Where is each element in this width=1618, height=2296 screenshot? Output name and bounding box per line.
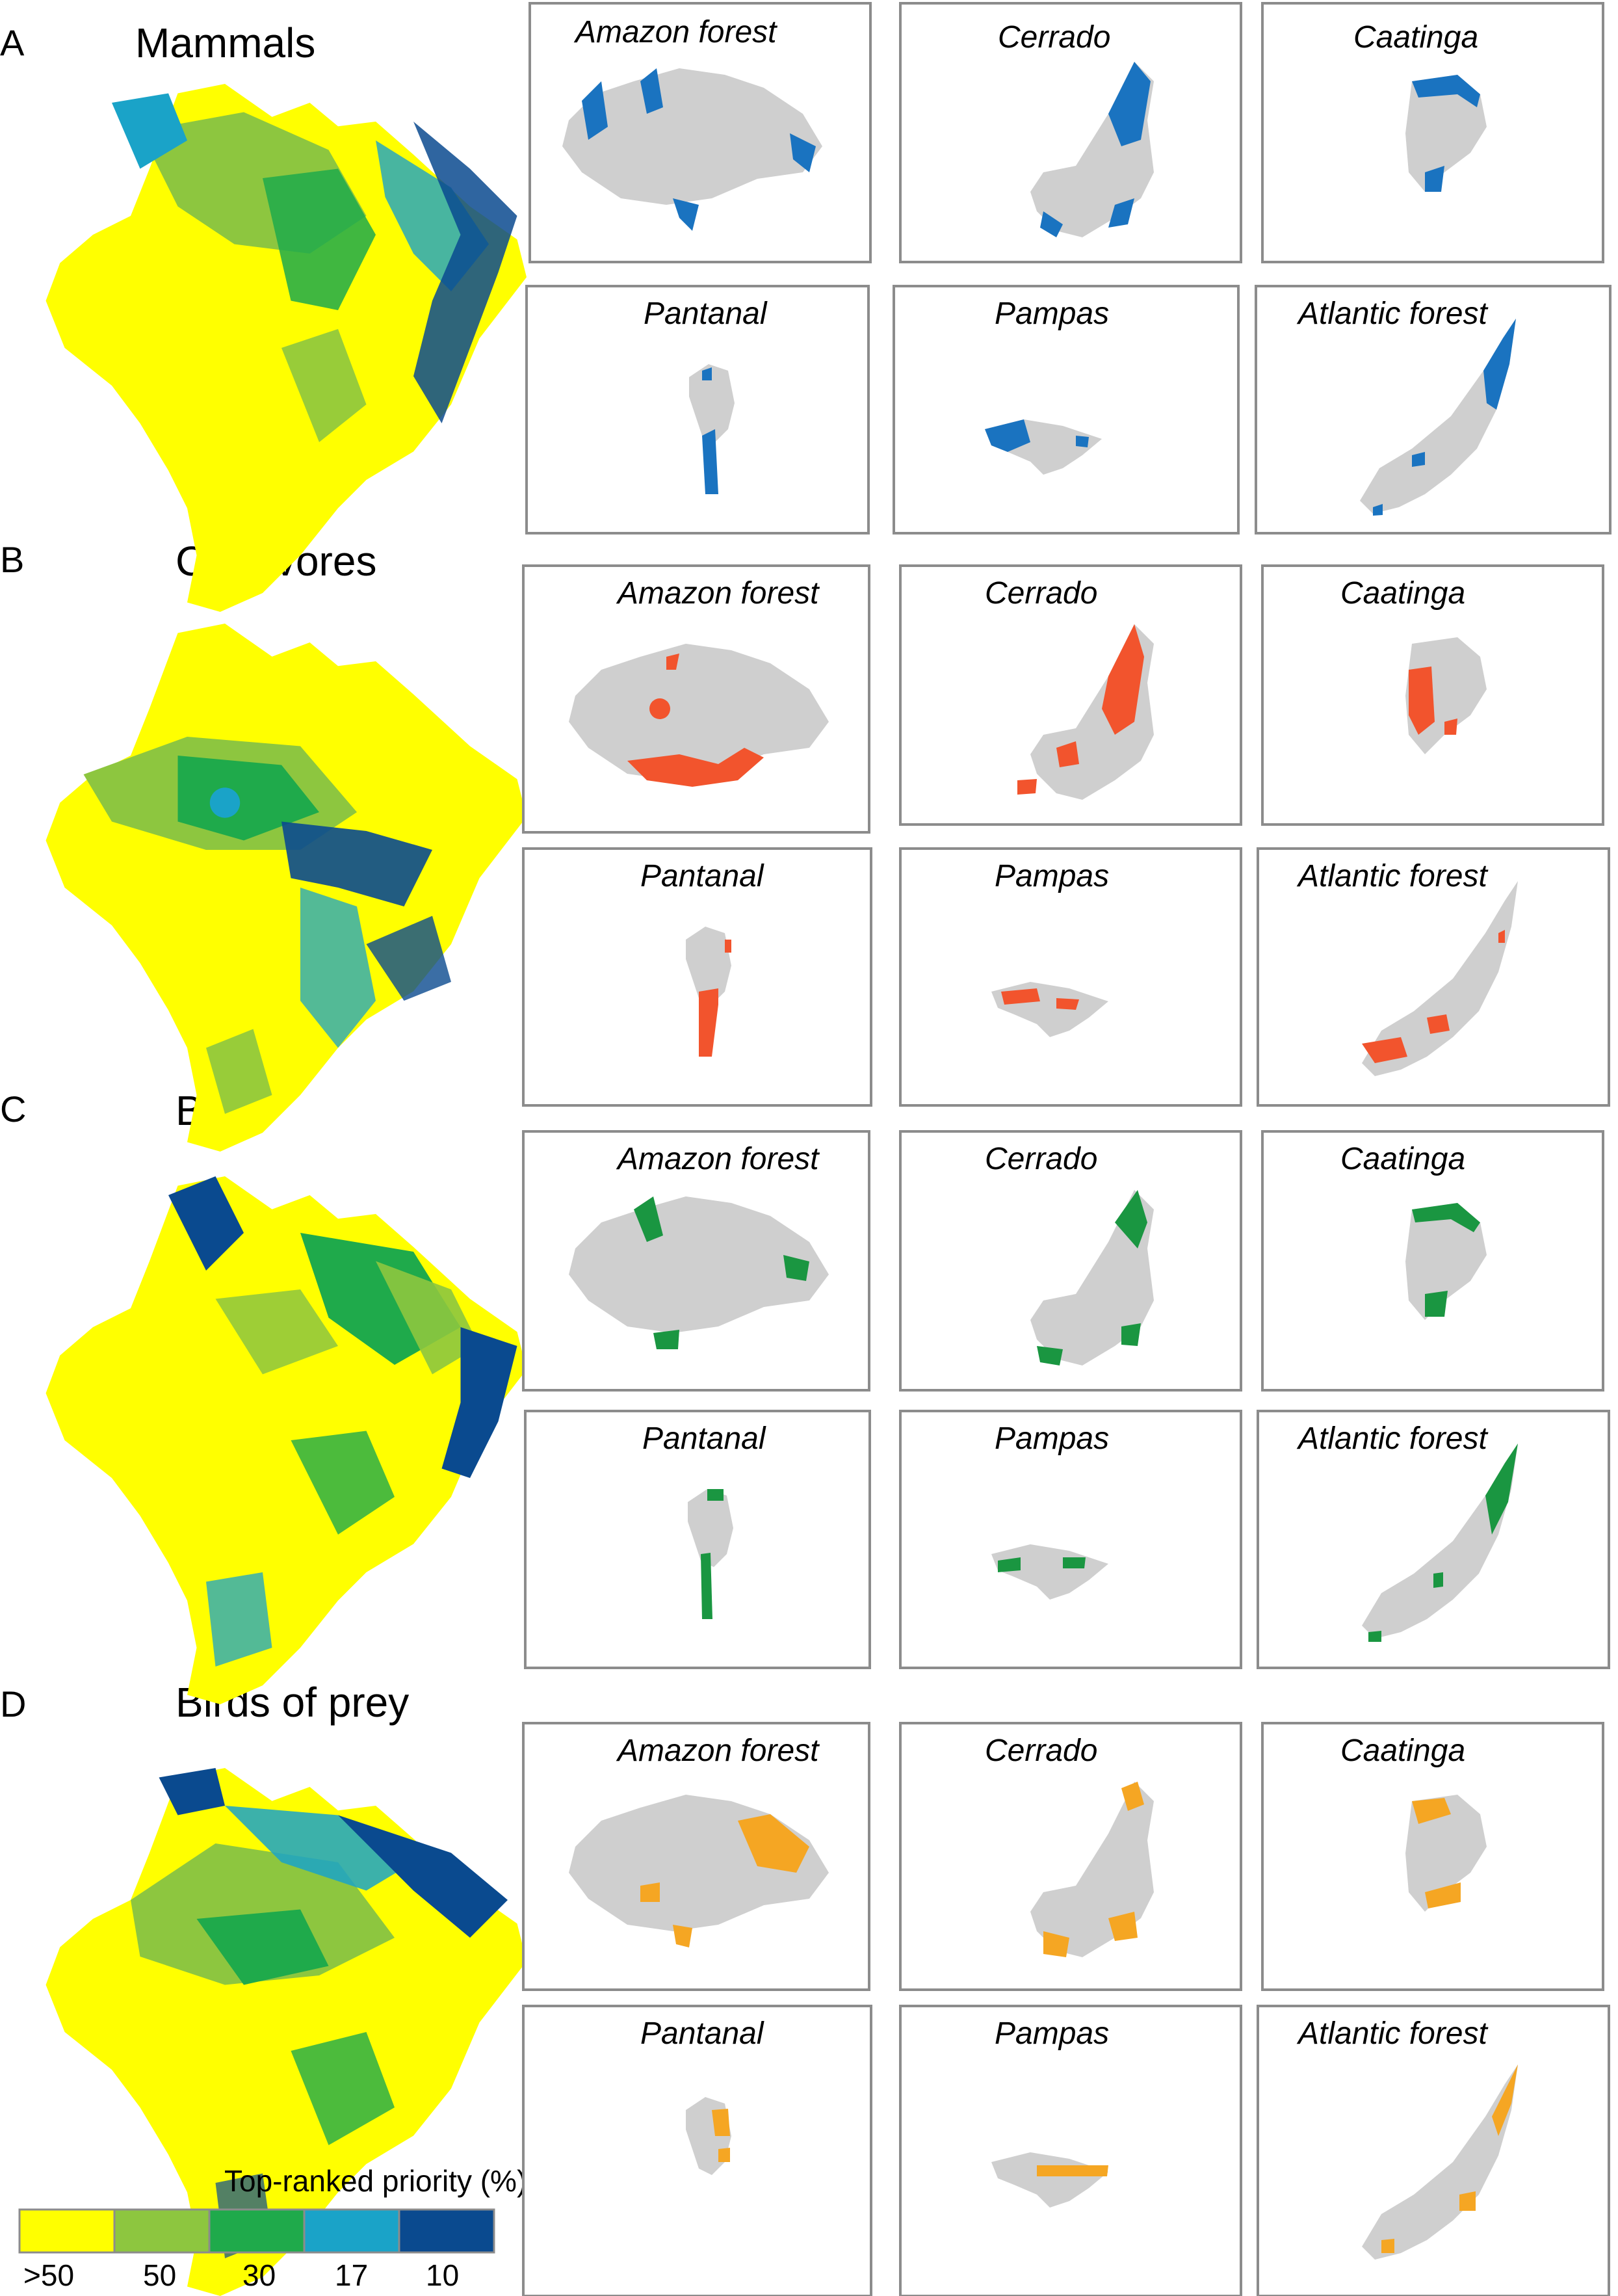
panel-a-amazon: Amazon forest <box>528 2 872 263</box>
panel-b-amazon-label: Amazon forest <box>616 576 820 611</box>
panel-d-caatinga-label: Caatinga <box>1340 1734 1465 1768</box>
panel-b-caatinga: Caatinga <box>1261 564 1604 826</box>
panel-d-amazon-label: Amazon forest <box>616 1734 820 1768</box>
legend-swatch-50 <box>113 2208 211 2254</box>
panel-c-pantanal-label: Pantanal <box>642 1421 766 1456</box>
legend-swatch-17 <box>303 2208 400 2254</box>
group-a-header: A Mammals <box>0 20 315 66</box>
panel-c-pantanal: Pantanal <box>524 1410 871 1669</box>
legend-label-30: 30 <box>242 2258 276 2292</box>
panel-a-cerrado: Cerrado <box>899 2 1242 263</box>
panel-d-cerrado: Cerrado <box>899 1722 1242 1991</box>
group-b-header: B Carnivores <box>0 538 376 585</box>
panel-b-amazon: Amazon forest <box>522 564 870 834</box>
legend-label-gt50: >50 <box>23 2258 74 2292</box>
brazil-map-carnivores <box>46 624 527 1152</box>
panel-c-atlantic: Atlantic forest <box>1257 1410 1610 1669</box>
panel-b-caatinga-label: Caatinga <box>1340 576 1465 611</box>
panel-d-amazon: Amazon forest <box>522 1722 870 1991</box>
panel-a-atlantic: Atlantic forest <box>1255 285 1611 534</box>
legend-swatch-10 <box>398 2208 495 2254</box>
panel-b-pampas: Pampas <box>899 847 1242 1107</box>
panel-d-atlantic-label: Atlantic forest <box>1296 2016 1488 2051</box>
group-d-letter: D <box>0 1683 26 1724</box>
panel-a-pampas: Pampas <box>893 285 1240 534</box>
panel-c-caatinga: Caatinga <box>1261 1130 1604 1392</box>
panel-c-cerrado: Cerrado <box>899 1130 1242 1392</box>
group-a-letter: A <box>0 22 25 63</box>
legend: Top-ranked priority (%) >50 50 30 17 10 <box>18 2164 527 2292</box>
panel-b-pantanal-label: Pantanal <box>640 859 764 893</box>
panel-a-pantanal-label: Pantanal <box>644 297 768 331</box>
panel-d-pantanal: Pantanal <box>522 2005 872 2296</box>
group-c-letter: C <box>0 1089 26 1129</box>
panel-b-pampas-label: Pampas <box>995 859 1109 893</box>
brazil-map-birds <box>46 1176 527 1704</box>
panel-a-cerrado-label: Cerrado <box>998 20 1110 55</box>
panel-a-pampas-label: Pampas <box>995 297 1109 331</box>
panel-b-cerrado-label: Cerrado <box>985 576 1097 611</box>
panel-d-pampas: Pampas <box>899 2005 1242 2296</box>
group-b-letter: B <box>0 539 24 580</box>
panel-b-atlantic-label: Atlantic forest <box>1296 859 1488 893</box>
panel-d-pampas-label: Pampas <box>995 2016 1109 2051</box>
panel-a-pantanal: Pantanal <box>525 285 870 534</box>
panel-d-atlantic: Atlantic forest <box>1257 2005 1610 2296</box>
panel-a-amazon-label: Amazon forest <box>573 15 777 49</box>
group-d-panels: Amazon forest Cerrado Caatinga <box>522 1722 1610 2296</box>
panel-d-caatinga: Caatinga <box>1261 1722 1604 1991</box>
panel-c-amazon: Amazon forest <box>522 1130 870 1392</box>
group-b-panels: Amazon forest Cerrado Caatinga <box>522 564 1610 1107</box>
panel-c-caatinga-label: Caatinga <box>1340 1142 1465 1176</box>
group-a-title: Mammals <box>135 20 315 66</box>
legend-label-10: 10 <box>426 2258 459 2292</box>
panel-a-caatinga-label: Caatinga <box>1353 20 1478 55</box>
panel-d-pantanal-label: Pantanal <box>640 2016 764 2051</box>
group-c-panels: Amazon forest Cerrado Caatinga <box>522 1130 1610 1669</box>
brazil-map-mammals <box>46 84 527 612</box>
panel-b-pantanal: Pantanal <box>522 847 872 1107</box>
legend-label-50: 50 <box>143 2258 176 2292</box>
panel-c-pampas-label: Pampas <box>995 1421 1109 1456</box>
panel-b-atlantic: Atlantic forest <box>1257 847 1610 1107</box>
panel-a-caatinga: Caatinga <box>1261 2 1604 263</box>
panel-c-cerrado-label: Cerrado <box>985 1142 1097 1176</box>
group-a-panels: Amazon forest Cerrado Caatinga <box>525 2 1611 534</box>
legend-title: Top-ranked priority (%) <box>224 2164 527 2198</box>
panel-c-pampas: Pampas <box>899 1410 1242 1669</box>
panel-c-atlantic-label: Atlantic forest <box>1296 1421 1488 1456</box>
panel-d-cerrado-label: Cerrado <box>985 1734 1097 1768</box>
legend-swatch-gt50 <box>18 2208 116 2254</box>
legend-swatch-30 <box>208 2208 306 2254</box>
panel-a-atlantic-label: Atlantic forest <box>1296 297 1488 331</box>
panel-b-cerrado: Cerrado <box>899 564 1242 826</box>
panel-c-amazon-label: Amazon forest <box>616 1142 820 1176</box>
legend-label-17: 17 <box>335 2258 368 2292</box>
